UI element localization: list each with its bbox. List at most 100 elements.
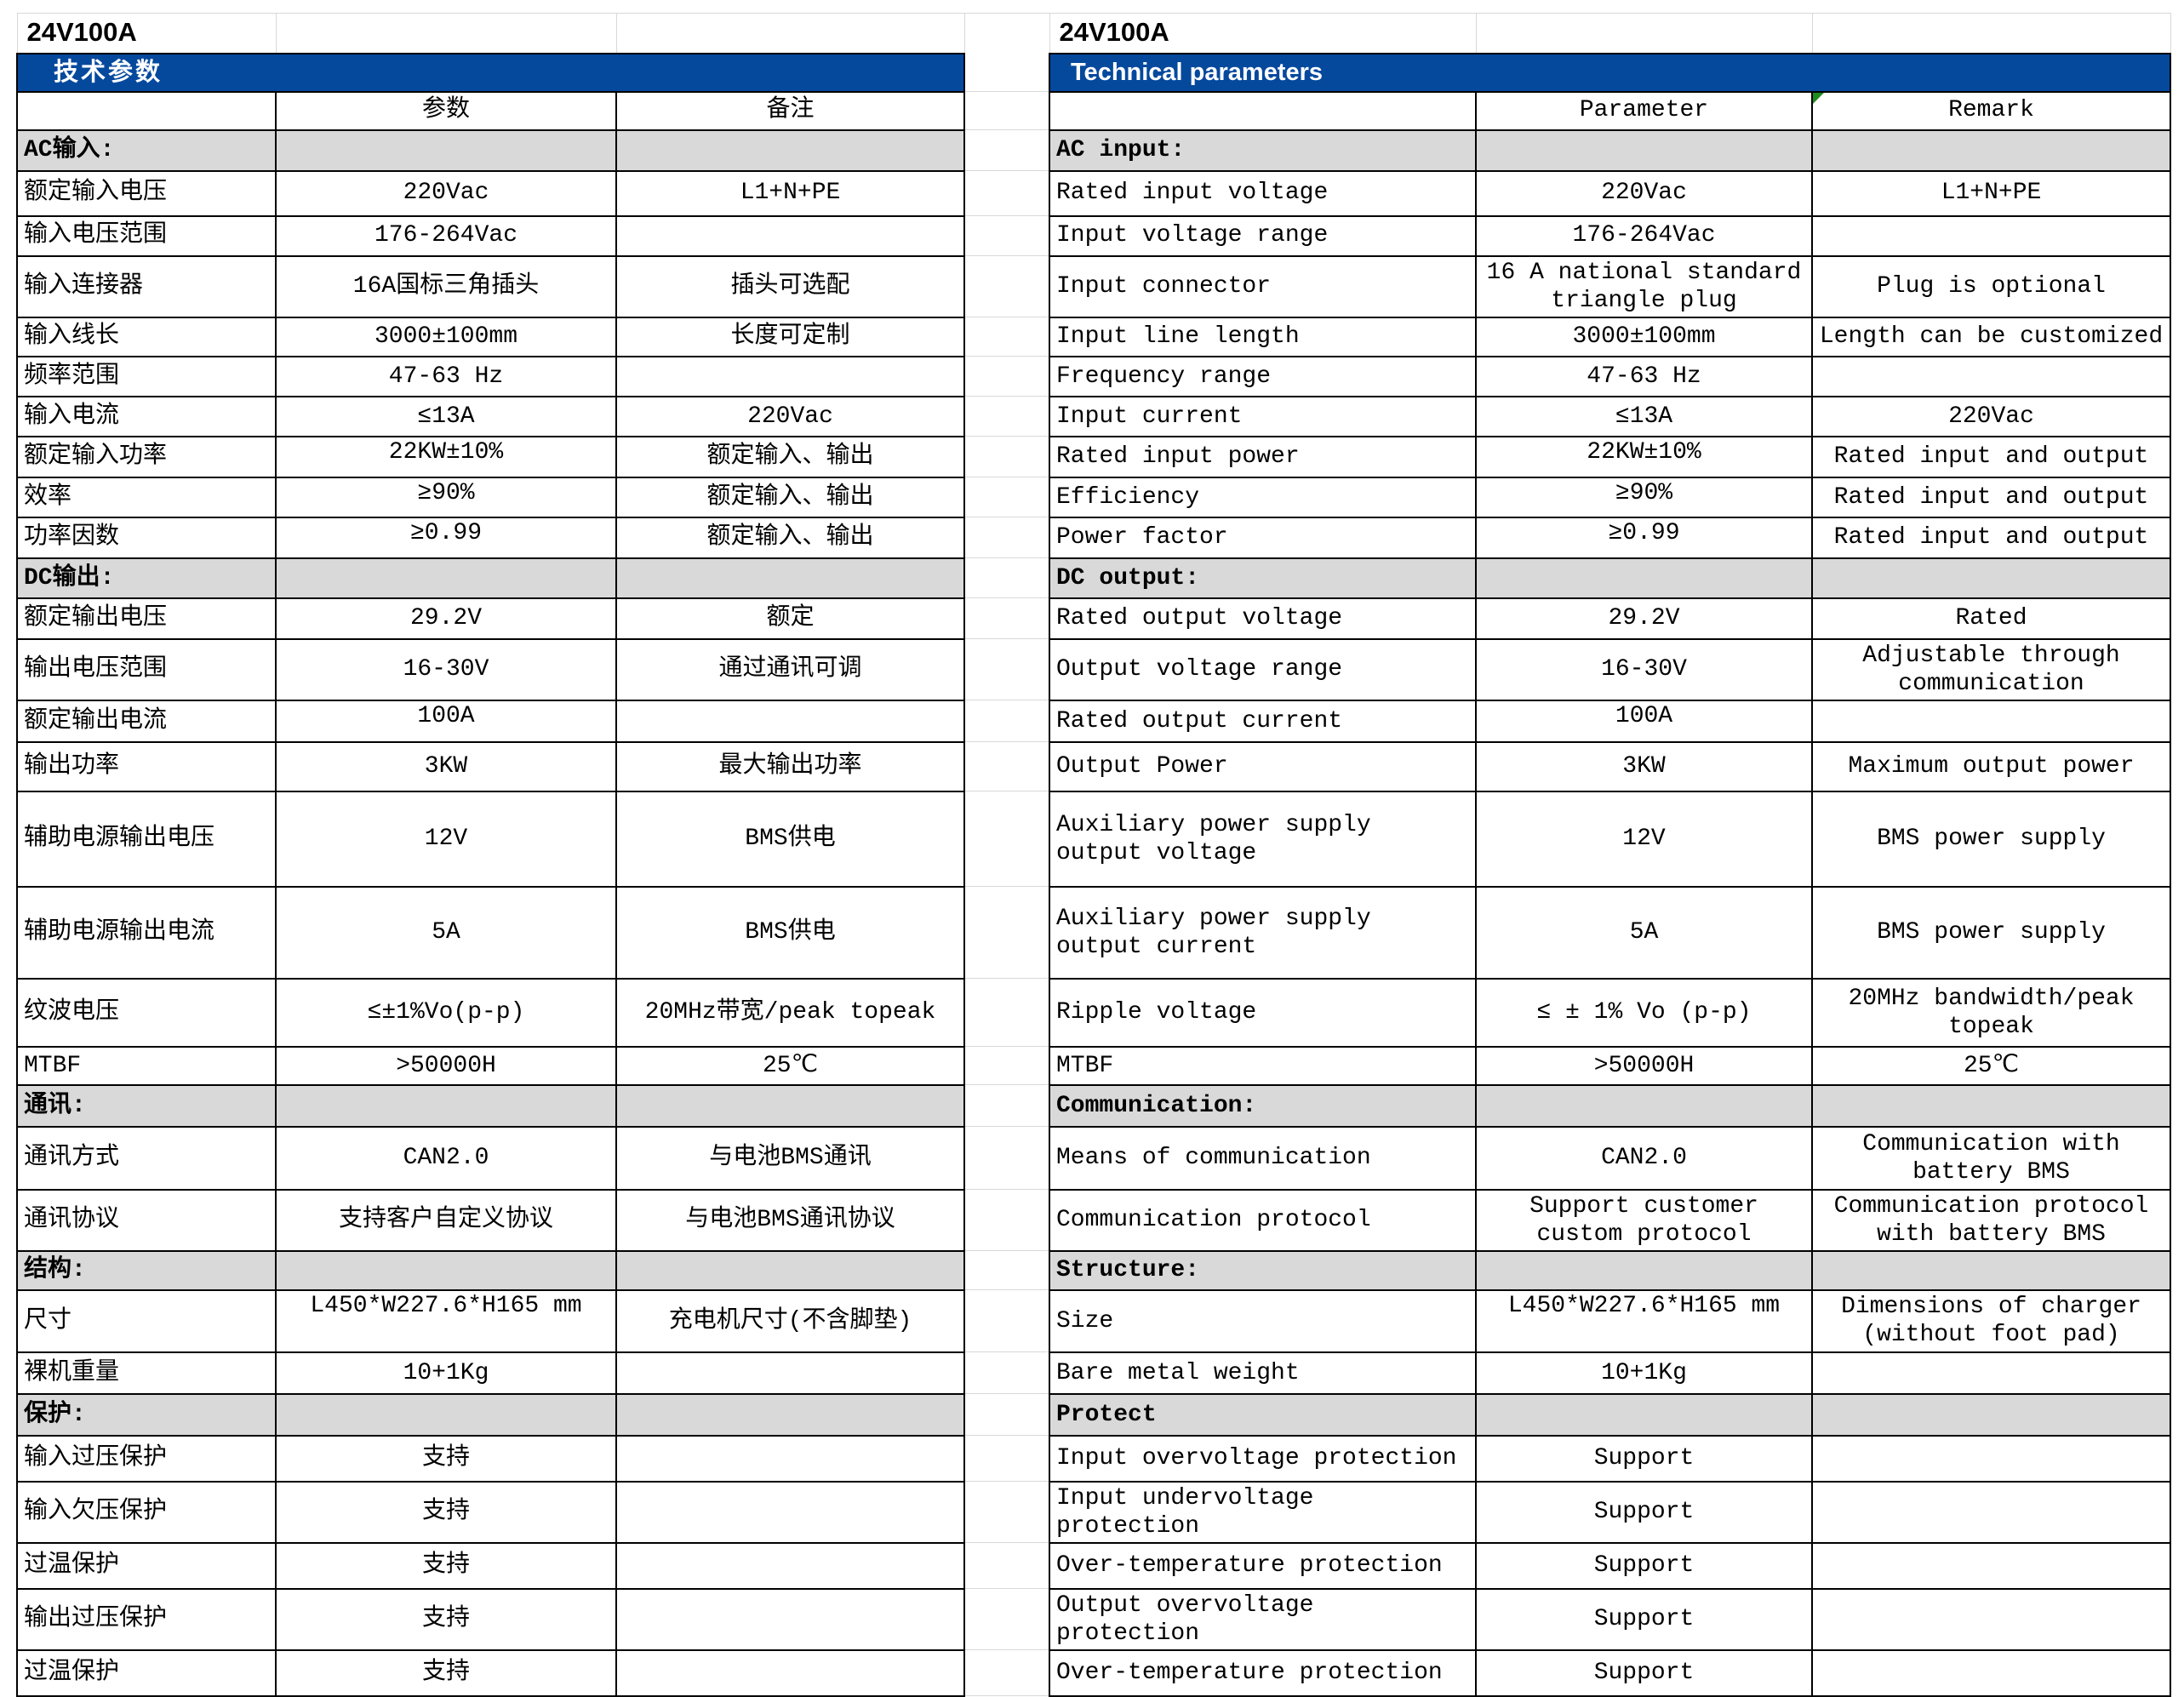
cell-label[interactable]: Rated output current <box>1049 699 1477 743</box>
cell-label[interactable]: 输出功率 <box>16 740 277 792</box>
cell-remark[interactable] <box>615 1249 965 1291</box>
cell-remark[interactable] <box>1811 129 2171 172</box>
cell-remark[interactable]: 额定输入、输出 <box>615 516 965 559</box>
cell-remark[interactable]: 与电池BMS通讯 <box>615 1125 965 1191</box>
cell-param[interactable]: 47-63 Hz <box>1475 355 1813 397</box>
cell-label[interactable]: 输入电压范围 <box>16 214 277 257</box>
cell-param[interactable]: 220Vac <box>275 169 617 217</box>
spacer-cell[interactable] <box>964 791 1049 888</box>
spacer-cell[interactable] <box>616 13 965 54</box>
spacer-cell[interactable] <box>964 53 1049 92</box>
cell-label[interactable]: DC输出: <box>16 557 277 599</box>
left-remark-header[interactable]: 备注 <box>615 90 965 131</box>
cell-param[interactable]: 29.2V <box>1475 597 1813 640</box>
cell-remark[interactable]: 最大输出功率 <box>615 740 965 792</box>
cell-label[interactable]: Rated output voltage <box>1049 597 1477 640</box>
cell-remark[interactable] <box>1811 1587 2171 1651</box>
cell-label[interactable]: Input undervoltage protection <box>1049 1480 1477 1544</box>
cell-param[interactable]: ≥90% <box>1475 476 1813 518</box>
cell-label[interactable]: 输出电压范围 <box>16 637 277 701</box>
cell-remark[interactable] <box>1811 557 2171 599</box>
right-table-title[interactable]: 24V100A <box>1049 13 1477 54</box>
cell-remark[interactable] <box>1811 1351 2171 1395</box>
cell-param[interactable]: 3000±100mm <box>275 316 617 357</box>
cell-remark[interactable]: 25℃ <box>615 1045 965 1086</box>
cell-param[interactable]: Support <box>1475 1434 1813 1483</box>
cell-remark[interactable] <box>615 355 965 397</box>
spacer-cell[interactable] <box>964 13 1050 54</box>
cell-param[interactable]: ≤13A <box>1475 395 1813 437</box>
cell-remark[interactable]: Communication protocol with battery BMS <box>1811 1188 2171 1252</box>
cell-remark[interactable] <box>615 557 965 599</box>
cell-label[interactable]: Protect <box>1049 1392 1477 1437</box>
cell-param[interactable]: 176-264Vac <box>275 214 617 257</box>
cell-param[interactable]: ≤13A <box>275 395 617 437</box>
cell-label[interactable]: 辅助电源输出电流 <box>16 885 277 980</box>
cell-param[interactable]: 176-264Vac <box>1475 214 1813 257</box>
cell-remark[interactable] <box>1811 1434 2171 1483</box>
spacer-cell[interactable] <box>964 436 1049 478</box>
cell-label[interactable]: Output Power <box>1049 740 1477 792</box>
cell-remark[interactable]: 220Vac <box>1811 395 2171 437</box>
cell-remark[interactable] <box>1811 1249 2171 1291</box>
cell-label[interactable]: 额定输出电压 <box>16 597 277 640</box>
spacer-cell[interactable] <box>964 741 1049 792</box>
cell-label[interactable]: Size <box>1049 1288 1477 1353</box>
cell-remark[interactable]: BMS供电 <box>615 885 965 980</box>
cell-param[interactable]: 22KW±10% <box>275 435 617 478</box>
cell-label[interactable]: 输入欠压保护 <box>16 1480 277 1544</box>
cell-remark[interactable] <box>1811 214 2171 257</box>
spacer-cell[interactable] <box>964 1189 1049 1252</box>
cell-remark[interactable]: Rated input and output <box>1811 476 2171 518</box>
spacer-cell[interactable] <box>964 1351 1049 1395</box>
cell-label[interactable]: 输入过压保护 <box>16 1434 277 1483</box>
cell-remark[interactable]: 20MHz bandwidth/peak topeak <box>1811 977 2171 1048</box>
left-table-title[interactable]: 24V100A <box>16 13 277 54</box>
cell-param[interactable]: 支持 <box>275 1541 617 1590</box>
cell-param[interactable]: 5A <box>275 885 617 980</box>
cell-param[interactable]: 16 A national standard triangle plug <box>1475 254 1813 318</box>
cell-remark[interactable] <box>615 1480 965 1544</box>
cell-label[interactable]: 尺寸 <box>16 1288 277 1353</box>
cell-param[interactable]: 3000±100mm <box>1475 316 1813 357</box>
cell-remark[interactable]: L1+N+PE <box>1811 169 2171 217</box>
cell-param[interactable]: L450*W227.6*H165 mm <box>1475 1288 1813 1353</box>
left-param-header[interactable]: 参数 <box>275 90 617 131</box>
left-section-band[interactable]: 技术参数 <box>16 52 965 93</box>
cell-label[interactable]: Bare metal weight <box>1049 1351 1477 1395</box>
cell-label[interactable]: 额定输入功率 <box>16 435 277 478</box>
cell-remark[interactable] <box>1811 1083 2171 1128</box>
cell-label[interactable]: 过温保护 <box>16 1541 277 1590</box>
cell-param[interactable]: CAN2.0 <box>275 1125 617 1191</box>
cell-remark[interactable]: Rated input and output <box>1811 435 2171 478</box>
cell-label[interactable]: AC输入: <box>16 129 277 172</box>
spacer-cell[interactable] <box>964 356 1049 397</box>
cell-param[interactable]: 支持 <box>275 1648 617 1697</box>
cell-remark[interactable]: Rated input and output <box>1811 516 2171 559</box>
cell-param[interactable] <box>275 1392 617 1437</box>
cell-label[interactable]: 效率 <box>16 476 277 518</box>
cell-remark[interactable] <box>1811 1648 2171 1697</box>
spacer-cell[interactable] <box>964 170 1049 216</box>
cell-remark[interactable] <box>1811 355 2171 397</box>
cell-remark[interactable] <box>1811 1392 2171 1437</box>
cell-remark[interactable] <box>1811 699 2171 743</box>
cell-param[interactable]: 220Vac <box>1475 169 1813 217</box>
spacer-cell[interactable] <box>964 1435 1049 1483</box>
cell-param[interactable]: 支持客户自定义协议 <box>275 1188 617 1252</box>
cell-remark[interactable]: 插头可选配 <box>615 254 965 318</box>
spacer-cell[interactable] <box>964 396 1049 437</box>
spacer-cell[interactable] <box>964 129 1049 171</box>
cell-remark[interactable] <box>615 129 965 172</box>
cell-label[interactable]: 过温保护 <box>16 1648 277 1697</box>
cell-param[interactable]: 5A <box>1475 885 1813 980</box>
cell-param[interactable]: 3KW <box>1475 740 1813 792</box>
cell-remark[interactable] <box>615 1351 965 1395</box>
cell-remark[interactable]: Length can be customized <box>1811 316 2171 357</box>
cell-param[interactable]: ≤±1%Vo(p-p) <box>275 977 617 1048</box>
cell-label[interactable]: 输出过压保护 <box>16 1587 277 1651</box>
cell-remark[interactable]: 额定输入、输出 <box>615 435 965 478</box>
spacer-cell[interactable] <box>1476 13 1813 54</box>
cell-remark[interactable]: 额定输入、输出 <box>615 476 965 518</box>
cell-remark[interactable] <box>615 1648 965 1697</box>
